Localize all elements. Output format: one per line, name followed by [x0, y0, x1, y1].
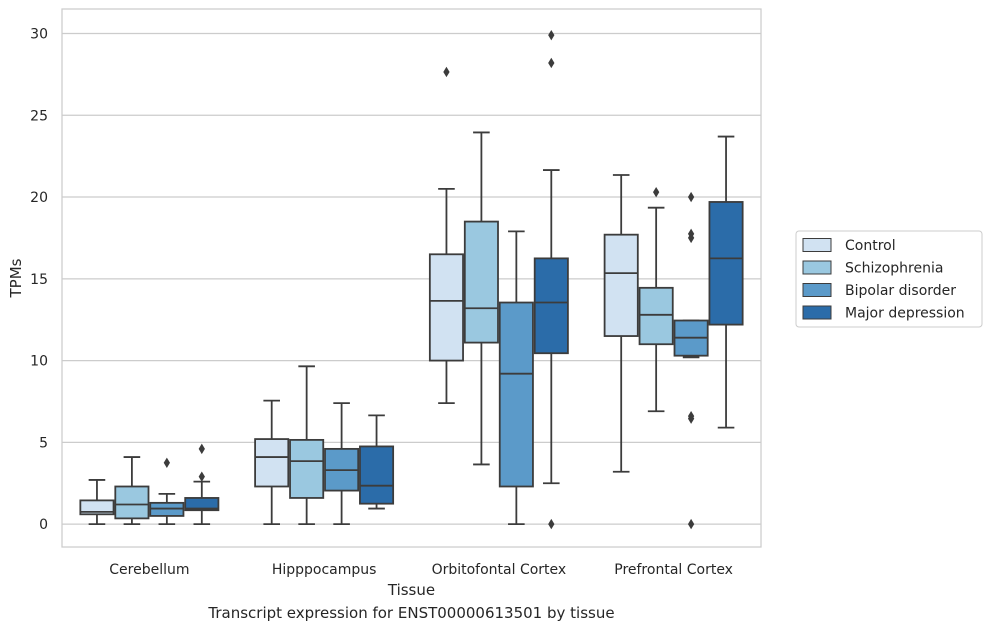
- legend-swatch-1: [802, 260, 832, 275]
- outlier-5: [687, 191, 695, 203]
- y-tick-label-0: 0: [39, 517, 48, 533]
- box-0-2: [149, 457, 185, 526]
- box-body: [463, 220, 499, 344]
- box-body: [498, 301, 534, 488]
- box-body: [79, 499, 115, 516]
- box-2-1: [463, 131, 499, 466]
- y-tick-label-25: 25: [30, 108, 48, 124]
- box-body: [533, 257, 569, 355]
- x-tick-label-1: Hipppocampus: [272, 562, 377, 578]
- box-body: [289, 438, 325, 499]
- y-tick-label-30: 30: [30, 27, 48, 43]
- box-body: [359, 445, 395, 505]
- legend: Control Schizophrenia Bipolar disorder Majo…: [795, 230, 983, 328]
- x-tick-label-0: Cerebellum: [109, 562, 189, 578]
- box-0-0: [79, 479, 115, 526]
- outlier-2: [687, 410, 695, 422]
- plot-frame: [61, 8, 762, 548]
- outlier-0: [443, 66, 450, 78]
- box-1-0: [254, 399, 290, 526]
- box-0-3: [184, 443, 220, 526]
- outlier-0: [163, 457, 170, 468]
- x-axis-label: Tissue: [387, 581, 435, 599]
- legend-label-3: Major depression: [845, 306, 965, 322]
- box-1-1: [289, 365, 325, 526]
- box-body: [184, 497, 220, 512]
- outlier-4: [687, 228, 695, 240]
- outlier-0: [653, 186, 660, 198]
- box-body: [254, 438, 290, 488]
- legend-frame: [795, 230, 983, 328]
- x-tick-labels: Cerebellum Hipppocampus Orbitofontal Corte…: [109, 562, 733, 578]
- legend-items: Control Schizophrenia Bipolar disorder Majo…: [802, 238, 965, 322]
- outlier-0: [687, 518, 695, 530]
- legend-swatch-3: [802, 305, 832, 320]
- y-tick-label-15: 15: [30, 272, 48, 288]
- box-0-1: [114, 456, 150, 526]
- grid-lines: [62, 32, 761, 525]
- y-axis-label: TPMs: [7, 258, 25, 298]
- box-2-2: [498, 230, 534, 526]
- box-body: [708, 201, 744, 326]
- box-1-3: [359, 414, 395, 510]
- box-body: [114, 485, 150, 520]
- x-tick-label-3: Prefrontal Cortex: [614, 562, 733, 578]
- box-body: [428, 253, 464, 362]
- y-tick-label-10: 10: [30, 354, 48, 370]
- outlier-1: [198, 443, 205, 455]
- box-1-2: [324, 402, 360, 526]
- outlier-2: [548, 29, 555, 41]
- box-body: [638, 286, 674, 346]
- outlier-0: [198, 471, 205, 482]
- box-3-1: [638, 186, 674, 413]
- y-tick-labels: 0 5 10 15 20 25 30: [30, 27, 48, 534]
- legend-label-2: Bipolar disorder: [845, 283, 956, 299]
- box-2-0: [428, 66, 464, 404]
- box-3-0: [603, 174, 639, 473]
- legend-label-1: Schizophrenia: [845, 261, 943, 277]
- legend-swatch-0: [802, 238, 832, 252]
- legend-swatch-2: [802, 283, 832, 297]
- y-tick-label-5: 5: [39, 435, 48, 451]
- box-body: [603, 233, 639, 337]
- figure-caption: Transcript expression for ENST0000061350…: [208, 604, 615, 622]
- box-plots: [79, 29, 744, 530]
- box-3-2: [673, 191, 709, 530]
- box-3-3: [708, 135, 744, 429]
- y-tick-label-20: 20: [30, 190, 48, 206]
- x-tick-label-2: Orbitofontal Cortex: [432, 562, 567, 578]
- outlier-0: [548, 518, 555, 530]
- legend-label-0: Control: [845, 238, 896, 254]
- box-2-3: [533, 29, 569, 530]
- outlier-1: [548, 57, 555, 69]
